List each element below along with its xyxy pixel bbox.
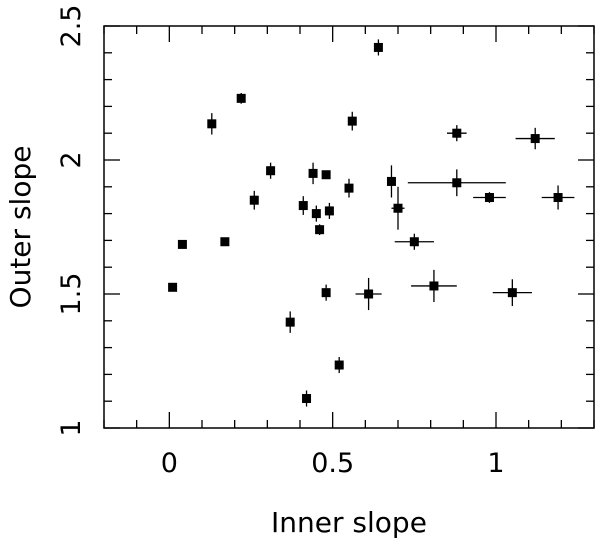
- data-point: [347, 116, 357, 126]
- plot-frame: [103, 25, 595, 429]
- data-point: [507, 288, 517, 298]
- data-point: [236, 93, 246, 103]
- data-point: [386, 176, 396, 186]
- data-point: [220, 237, 230, 247]
- data-point: [409, 237, 419, 247]
- data-point: [344, 183, 354, 193]
- data-point: [530, 134, 540, 144]
- y-tick-label: 1: [56, 419, 87, 436]
- y-tick-label: 1.5: [56, 273, 87, 316]
- data-point: [315, 225, 325, 235]
- data-point: [311, 209, 321, 219]
- data-point: [452, 128, 462, 138]
- data-point: [249, 195, 259, 205]
- data-point: [484, 193, 494, 203]
- y-tick-label: 2.5: [56, 5, 87, 48]
- data-point: [168, 282, 178, 292]
- data-point: [324, 206, 334, 216]
- data-point: [393, 203, 403, 213]
- data-point: [334, 360, 344, 370]
- data-point: [452, 178, 462, 188]
- data-point: [364, 289, 374, 299]
- x-axis-label: Inner slope: [271, 506, 427, 539]
- x-tick-label: 1: [487, 448, 504, 479]
- data-point: [308, 168, 318, 178]
- y-axis-label: Outer slope: [4, 146, 37, 309]
- data-markers: [168, 42, 563, 404]
- data-point: [298, 201, 308, 211]
- data-point: [373, 42, 383, 52]
- axis-tick-labels: 0 0.5 1 1 1.5 2 2.5: [56, 5, 505, 479]
- axis-ticks: [103, 25, 595, 429]
- data-point: [177, 239, 187, 249]
- data-point: [285, 317, 295, 327]
- y-tick-label: 2: [56, 151, 87, 168]
- data-point: [302, 394, 312, 404]
- error-bars: [211, 39, 575, 407]
- data-point: [266, 166, 276, 176]
- data-point: [321, 170, 331, 180]
- data-point: [207, 119, 217, 129]
- data-point: [553, 193, 563, 203]
- data-point: [429, 281, 439, 291]
- x-tick-label: 0.5: [311, 448, 354, 479]
- x-tick-label: 0: [161, 448, 178, 479]
- data-point: [321, 288, 331, 298]
